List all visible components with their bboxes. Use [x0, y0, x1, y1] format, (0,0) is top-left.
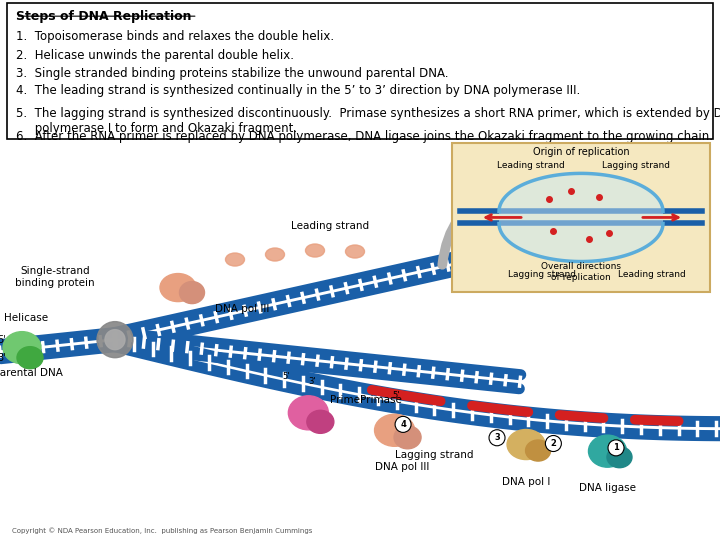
- Ellipse shape: [346, 245, 364, 258]
- Ellipse shape: [607, 447, 632, 468]
- Text: 3.  Single stranded binding proteins stabilize the unwound parental DNA.: 3. Single stranded binding proteins stab…: [16, 66, 448, 79]
- Text: 2.  Helicase unwinds the parental double helix.: 2. Helicase unwinds the parental double …: [16, 49, 294, 62]
- Ellipse shape: [179, 281, 204, 303]
- Text: 6.  After the RNA primer is replaced by DNA polymerase, DNA ligase joins the Oka: 6. After the RNA primer is replaced by D…: [16, 131, 713, 144]
- Text: Lagging strand: Lagging strand: [508, 269, 576, 279]
- Text: Parental DNA: Parental DNA: [0, 368, 63, 377]
- Text: Origin of replication: Origin of replication: [533, 147, 629, 157]
- Text: Steps of DNA Replication: Steps of DNA Replication: [16, 10, 192, 23]
- Ellipse shape: [288, 396, 328, 430]
- Circle shape: [608, 440, 624, 456]
- Text: Lagging strand: Lagging strand: [602, 161, 670, 170]
- Circle shape: [545, 435, 562, 451]
- Ellipse shape: [588, 435, 626, 467]
- Circle shape: [489, 430, 505, 446]
- Ellipse shape: [3, 332, 41, 364]
- Ellipse shape: [374, 414, 415, 446]
- Text: Copyright © NDA Pearson Education, Inc.  publishing as Pearson Benjamin Cummings: Copyright © NDA Pearson Education, Inc. …: [12, 528, 312, 534]
- Text: 3: 3: [494, 433, 500, 442]
- Text: Helicase: Helicase: [4, 313, 48, 322]
- Text: DNA pol I: DNA pol I: [502, 477, 550, 487]
- Text: DNA pol III: DNA pol III: [215, 303, 269, 314]
- Circle shape: [395, 416, 411, 433]
- Ellipse shape: [160, 274, 196, 302]
- Text: 3': 3': [308, 377, 316, 386]
- Text: 5': 5': [392, 391, 400, 400]
- Text: 5': 5': [282, 372, 290, 381]
- Text: Leading strand: Leading strand: [618, 269, 686, 279]
- Text: 5.  The lagging strand is synthesized discontinuously.  Primase synthesizes a sh: 5. The lagging strand is synthesized dis…: [16, 107, 720, 136]
- Text: Lagging strand: Lagging strand: [395, 450, 474, 460]
- Circle shape: [105, 329, 125, 350]
- Ellipse shape: [305, 244, 325, 257]
- Ellipse shape: [266, 248, 284, 261]
- Text: Leading strand: Leading strand: [291, 221, 369, 232]
- Ellipse shape: [507, 429, 545, 460]
- Ellipse shape: [307, 410, 334, 433]
- Ellipse shape: [394, 426, 421, 449]
- Text: 1: 1: [613, 443, 619, 453]
- Text: 4.  The leading strand is synthesized continually in the 5’ to 3’ direction by D: 4. The leading strand is synthesized con…: [16, 84, 580, 97]
- Text: 4: 4: [400, 420, 406, 429]
- Text: 3': 3': [0, 353, 6, 363]
- Circle shape: [97, 322, 133, 357]
- Text: 5': 5': [0, 335, 6, 345]
- Text: 2: 2: [551, 439, 557, 448]
- Text: Single-strand
binding protein: Single-strand binding protein: [15, 266, 95, 288]
- Ellipse shape: [17, 347, 43, 369]
- FancyBboxPatch shape: [452, 143, 710, 292]
- Text: Primer: Primer: [330, 395, 365, 405]
- FancyBboxPatch shape: [7, 3, 713, 139]
- Text: 1.  Topoisomerase binds and relaxes the double helix.: 1. Topoisomerase binds and relaxes the d…: [16, 30, 334, 43]
- Text: DNA ligase: DNA ligase: [579, 483, 636, 493]
- Ellipse shape: [526, 440, 551, 461]
- Ellipse shape: [225, 253, 245, 266]
- Text: Overall directions
of replication: Overall directions of replication: [541, 262, 621, 281]
- Polygon shape: [499, 173, 663, 261]
- Text: DNA pol III: DNA pol III: [375, 462, 430, 472]
- Text: Leading strand: Leading strand: [497, 161, 565, 170]
- Text: Primase: Primase: [360, 395, 402, 405]
